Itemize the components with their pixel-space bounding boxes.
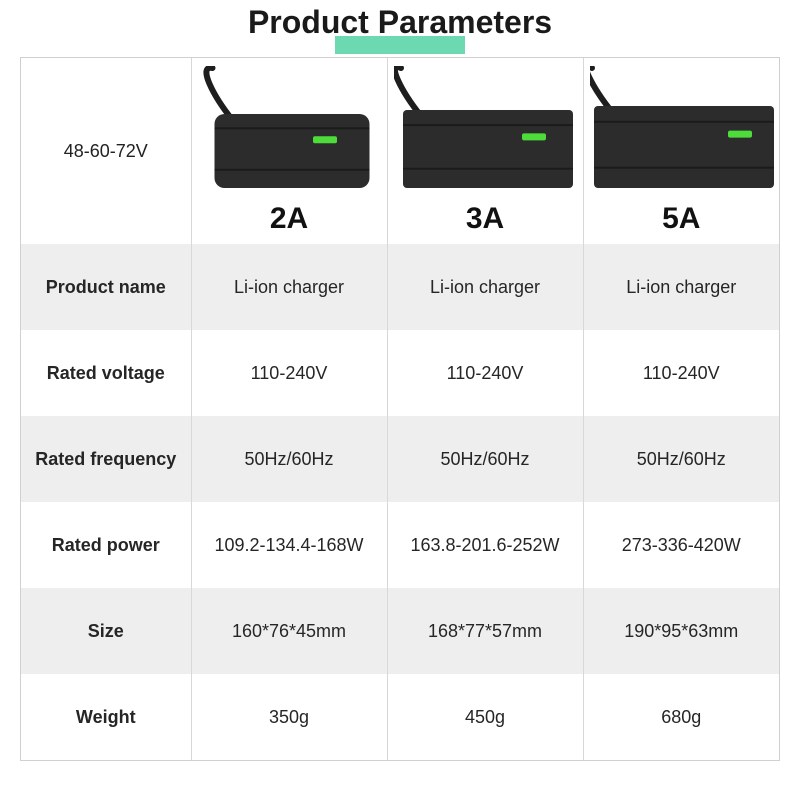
- cell-value: 160*76*45mm: [191, 588, 387, 674]
- cell-value: 163.8-201.6-252W: [387, 502, 583, 588]
- cell-value: 450g: [387, 674, 583, 760]
- table-row: Rated power109.2-134.4-168W163.8-201.6-2…: [21, 502, 779, 588]
- table-row: Rated frequency50Hz/60Hz50Hz/60Hz50Hz/60…: [21, 416, 779, 502]
- amp-label: 5A: [590, 202, 774, 236]
- table-row: Size160*76*45mm168*77*57mm190*95*63mm: [21, 588, 779, 674]
- parameters-table-wrap: 48-60-72V 2A 3A 5AProduct nameLi-ion cha…: [20, 57, 780, 761]
- row-label: Size: [21, 588, 191, 674]
- table-row: Rated voltage110-240V110-240V110-240V: [21, 330, 779, 416]
- cell-value: 110-240V: [191, 330, 387, 416]
- table-row: Product nameLi-ion chargerLi-ion charger…: [21, 244, 779, 330]
- cell-value: 680g: [583, 674, 779, 760]
- charger-column-3A: 3A: [387, 58, 583, 244]
- amp-label: 2A: [198, 202, 381, 236]
- cell-value: Li-ion charger: [583, 244, 779, 330]
- parameters-table: 48-60-72V 2A 3A 5AProduct nameLi-ion cha…: [21, 58, 779, 760]
- page-title: Product Parameters: [248, 4, 552, 41]
- cell-value: 109.2-134.4-168W: [191, 502, 387, 588]
- cell-value: 110-240V: [387, 330, 583, 416]
- cell-value: 50Hz/60Hz: [191, 416, 387, 502]
- row-label: Weight: [21, 674, 191, 760]
- cell-value: Li-ion charger: [191, 244, 387, 330]
- charger-column-2A: 2A: [191, 58, 387, 244]
- row-label: Rated frequency: [21, 416, 191, 502]
- cell-value: Li-ion charger: [387, 244, 583, 330]
- charger-column-5A: 5A: [583, 58, 779, 244]
- row-label: Product name: [21, 244, 191, 330]
- cell-value: 168*77*57mm: [387, 588, 583, 674]
- cell-value: 50Hz/60Hz: [387, 416, 583, 502]
- voltage-header: 48-60-72V: [21, 58, 191, 244]
- cell-value: 350g: [191, 674, 387, 760]
- table-row: Weight350g450g680g: [21, 674, 779, 760]
- header-row: 48-60-72V 2A 3A 5A: [21, 58, 779, 244]
- row-label: Rated voltage: [21, 330, 191, 416]
- cell-value: 110-240V: [583, 330, 779, 416]
- cell-value: 273-336-420W: [583, 502, 779, 588]
- cell-value: 50Hz/60Hz: [583, 416, 779, 502]
- amp-label: 3A: [394, 202, 577, 236]
- cell-value: 190*95*63mm: [583, 588, 779, 674]
- row-label: Rated power: [21, 502, 191, 588]
